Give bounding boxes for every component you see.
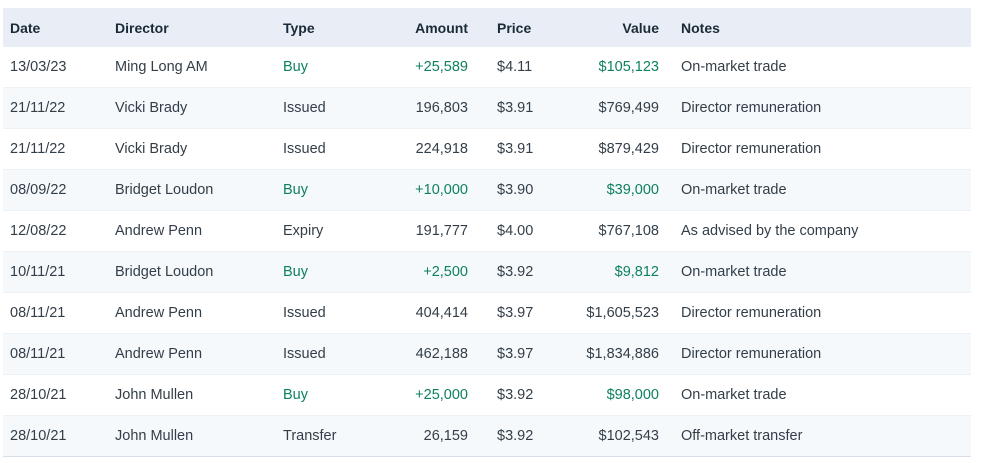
table-row: 28/10/21 John Mullen Buy +25,000 $3.92 $98,00… <box>3 374 971 416</box>
cell-date: 08/11/21 <box>3 292 108 334</box>
cell-value: $102,543 <box>566 415 662 457</box>
cell-notes: Director remuneration <box>662 333 971 375</box>
cell-type: Issued <box>276 292 391 334</box>
table-row: 21/11/22 Vicki Brady Issued 196,803 $3.91 $76… <box>3 87 971 129</box>
cell-notes: Off-market transfer <box>662 415 971 457</box>
cell-type: Issued <box>276 87 391 129</box>
column-header-date: Date <box>3 8 108 47</box>
table-row: 12/08/22 Andrew Penn Expiry 191,777 $4.00 $76… <box>3 210 971 252</box>
cell-notes: On-market trade <box>662 47 971 88</box>
cell-date: 08/11/21 <box>3 333 108 375</box>
cell-director: Bridget Loudon <box>108 251 276 293</box>
cell-amount: 462,188 <box>391 333 471 375</box>
cell-price: $4.00 <box>471 210 566 252</box>
cell-notes: Director remuneration <box>662 128 971 170</box>
column-header-amount: Amount <box>391 8 471 47</box>
cell-value: $769,499 <box>566 87 662 129</box>
cell-price: $3.91 <box>471 87 566 129</box>
table-row: 08/11/21 Andrew Penn Issued 462,188 $3.97 $1,… <box>3 333 971 375</box>
cell-date: 21/11/22 <box>3 128 108 170</box>
column-header-director: Director <box>108 8 276 47</box>
cell-type: Buy <box>276 169 391 211</box>
header-row: Date Director Type Amount Price Value Notes <box>3 8 971 47</box>
cell-notes: Director remuneration <box>662 87 971 129</box>
table-header: Date Director Type Amount Price Value Notes <box>3 8 971 47</box>
cell-price: $3.97 <box>471 333 566 375</box>
cell-value: $39,000 <box>566 169 662 211</box>
column-header-value: Value <box>566 8 662 47</box>
cell-price: $3.92 <box>471 251 566 293</box>
cell-price: $3.90 <box>471 169 566 211</box>
table-body: 13/03/23 Ming Long AM Buy +25,589 $4.11 $105,… <box>3 47 971 457</box>
cell-type: Buy <box>276 47 391 88</box>
table-row: 13/03/23 Ming Long AM Buy +25,589 $4.11 $105,… <box>3 47 971 88</box>
cell-date: 28/10/21 <box>3 415 108 457</box>
column-header-type: Type <box>276 8 391 47</box>
table-row: 08/11/21 Andrew Penn Issued 404,414 $3.97 $1,… <box>3 292 971 334</box>
cell-date: 28/10/21 <box>3 374 108 416</box>
cell-notes: As advised by the company <box>662 210 971 252</box>
cell-value: $1,605,523 <box>566 292 662 334</box>
cell-amount: +25,589 <box>391 47 471 88</box>
cell-value: $105,123 <box>566 47 662 88</box>
cell-value: $879,429 <box>566 128 662 170</box>
cell-type: Buy <box>276 251 391 293</box>
table-row: 08/09/22 Bridget Loudon Buy +10,000 $3.90 $39… <box>3 169 971 211</box>
column-header-notes: Notes <box>662 8 971 47</box>
cell-type: Transfer <box>276 415 391 457</box>
cell-value: $9,812 <box>566 251 662 293</box>
cell-notes: On-market trade <box>662 251 971 293</box>
cell-date: 13/03/23 <box>3 47 108 88</box>
cell-date: 21/11/22 <box>3 87 108 129</box>
cell-notes: On-market trade <box>662 169 971 211</box>
cell-amount: +10,000 <box>391 169 471 211</box>
cell-amount: 191,777 <box>391 210 471 252</box>
cell-director: Andrew Penn <box>108 333 276 375</box>
cell-price: $3.91 <box>471 128 566 170</box>
cell-type: Expiry <box>276 210 391 252</box>
cell-amount: 224,918 <box>391 128 471 170</box>
cell-amount: 404,414 <box>391 292 471 334</box>
cell-director: Vicki Brady <box>108 128 276 170</box>
cell-price: $4.11 <box>471 47 566 88</box>
column-header-price: Price <box>471 8 566 47</box>
cell-amount: +2,500 <box>391 251 471 293</box>
cell-director: Vicki Brady <box>108 87 276 129</box>
cell-type: Buy <box>276 374 391 416</box>
cell-notes: On-market trade <box>662 374 971 416</box>
insider-trades-table: Date Director Type Amount Price Value Notes 13… <box>3 8 971 457</box>
cell-value: $1,834,886 <box>566 333 662 375</box>
cell-director: John Mullen <box>108 374 276 416</box>
cell-price: $3.92 <box>471 374 566 416</box>
cell-director: Bridget Loudon <box>108 169 276 211</box>
cell-director: Andrew Penn <box>108 292 276 334</box>
table-row: 10/11/21 Bridget Loudon Buy +2,500 $3.92 $9,8… <box>3 251 971 293</box>
cell-director: Andrew Penn <box>108 210 276 252</box>
cell-amount: +25,000 <box>391 374 471 416</box>
cell-director: John Mullen <box>108 415 276 457</box>
table-row: 28/10/21 John Mullen Transfer 26,159 $3.92 $1… <box>3 415 971 457</box>
table-row: 21/11/22 Vicki Brady Issued 224,918 $3.91 $87… <box>3 128 971 170</box>
cell-director: Ming Long AM <box>108 47 276 88</box>
insider-trades-table-container: Date Director Type Amount Price Value Notes 13… <box>3 8 971 457</box>
cell-notes: Director remuneration <box>662 292 971 334</box>
cell-price: $3.97 <box>471 292 566 334</box>
cell-type: Issued <box>276 128 391 170</box>
cell-value: $767,108 <box>566 210 662 252</box>
cell-amount: 196,803 <box>391 87 471 129</box>
cell-type: Issued <box>276 333 391 375</box>
cell-value: $98,000 <box>566 374 662 416</box>
cell-date: 08/09/22 <box>3 169 108 211</box>
cell-price: $3.92 <box>471 415 566 457</box>
cell-amount: 26,159 <box>391 415 471 457</box>
cell-date: 12/08/22 <box>3 210 108 252</box>
cell-date: 10/11/21 <box>3 251 108 293</box>
